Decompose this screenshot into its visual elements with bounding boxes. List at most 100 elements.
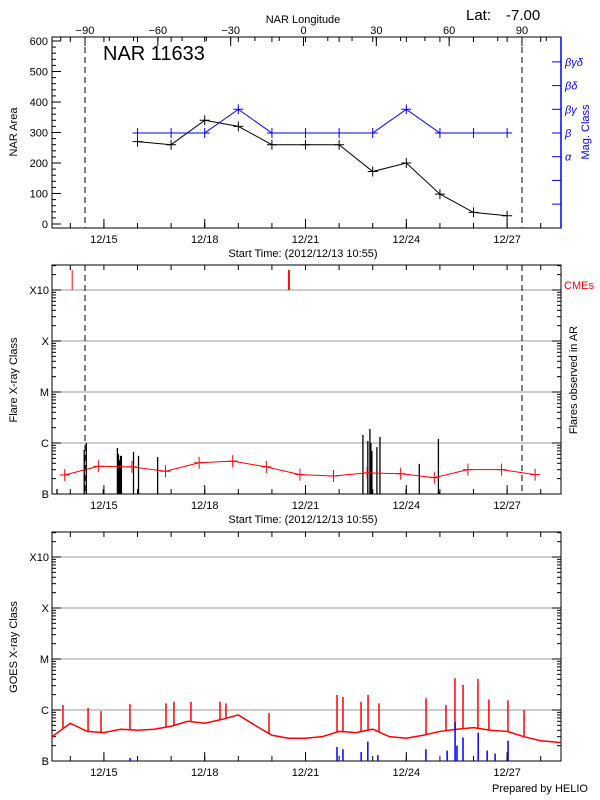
x-tick-label: 12/15 [90, 234, 118, 246]
y-axis-title-flare: Flare X-ray Class [8, 337, 20, 422]
flares-observed-point [496, 463, 507, 476]
mag-class-point [502, 128, 513, 138]
footer-credit: Prepared by HELIO [492, 783, 588, 795]
y-tick-label: X10 [29, 285, 49, 297]
mag-class-tick-label: α [565, 152, 572, 164]
x-tick-label: 12/27 [493, 500, 521, 512]
x-tick-label: 12/18 [191, 500, 219, 512]
flares-observed-point [462, 463, 473, 476]
flares-observed-point [126, 460, 137, 473]
y-tick-label: X [42, 336, 50, 348]
y-tick-label: B [42, 756, 49, 768]
flares-observed-point [328, 470, 339, 483]
panel-goes: B C M X X10 12/15 12/18 12/21 12/24 12/27 [29, 531, 562, 779]
area-point [233, 121, 244, 132]
longitude-tick-label: 60 [443, 25, 455, 37]
mag-class-point [166, 128, 177, 138]
lat-value: -7.00 [506, 7, 540, 24]
area-point [334, 139, 345, 150]
y-tick-label: 300 [30, 128, 48, 140]
area-point [166, 139, 177, 150]
y-axis-title-goes: GOES X-ray Class [8, 601, 20, 693]
x-axis-title-mid: Start Time: (2012/12/13 10:55) [228, 514, 377, 526]
area-point [132, 136, 143, 147]
longitude-tick-label: −90 [76, 25, 95, 37]
y-tick-label: 100 [30, 189, 48, 201]
longitude-tick-label: 90 [516, 25, 528, 37]
area-point [502, 210, 513, 221]
flares-observed-point [194, 456, 205, 469]
panel-nar-area: 12/15 12/18 12/21 12/24 12/27010020030040050… [30, 25, 584, 246]
y2-axis-title-flares: Flares observed in AR [568, 326, 580, 434]
y-tick-label: X10 [29, 552, 49, 564]
mag-class-point [367, 128, 378, 138]
panel-flares: B C M X X10 12/15 12/18 12/21 12/24 12/27 [29, 264, 562, 512]
x-tick-label: 12/27 [493, 767, 521, 779]
area-point [401, 158, 412, 168]
mag-class-point [199, 128, 210, 138]
mag-class-tick-label: βγ [564, 104, 578, 116]
y2-axis-title-mag-class: Mag. Class [580, 104, 592, 160]
area-point [266, 139, 277, 150]
goes-flux-line [51, 714, 561, 744]
y-tick-label: 200 [30, 158, 48, 170]
area-point [367, 166, 378, 177]
y-axis-title-area: NAR Area [8, 107, 20, 157]
flares-observed-point [429, 471, 440, 484]
mag-class-point [132, 128, 143, 138]
x-tick-label: 12/18 [191, 767, 219, 779]
x-tick-label: 12/24 [393, 234, 421, 246]
x-tick-label: 12/21 [292, 234, 320, 246]
x-axis-title-top: Start Time: (2012/12/13 10:55) [228, 248, 377, 260]
x-tick-label: 12/18 [191, 234, 219, 246]
flares-observed-point [227, 455, 238, 468]
area-point [199, 115, 210, 126]
mag-class-point [434, 128, 445, 138]
y-tick-label: C [41, 438, 49, 450]
mag-class-point [334, 128, 345, 138]
y-tick-label: X [42, 603, 50, 615]
x-tick-label: 12/27 [493, 234, 521, 246]
mag-class-point [401, 104, 412, 115]
flares-observed-point [261, 460, 272, 473]
y-tick-label: 400 [30, 97, 48, 109]
x-tick-label: 12/15 [90, 767, 118, 779]
mag-class-tick-label: βγδ [564, 57, 584, 69]
legend-cmes: CMEs [564, 280, 594, 292]
plot-frame [51, 531, 562, 762]
plot-frame [51, 264, 562, 495]
flares-observed-point [160, 465, 171, 478]
x-tick-label: 12/21 [292, 500, 320, 512]
y-tick-label: C [41, 705, 49, 717]
area-point [434, 189, 445, 200]
mag-class-tick-label: βδ [564, 81, 578, 93]
longitude-tick-label: 30 [370, 25, 382, 37]
flares-observed-point [294, 468, 305, 481]
flares-observed-point [93, 460, 104, 473]
longitude-tick-label: −60 [148, 25, 167, 37]
flares-observed-point [362, 466, 373, 479]
y-tick-label: M [40, 387, 49, 399]
area-point [468, 207, 479, 218]
area-series-line [137, 119, 508, 217]
longitude-tick-label: 0 [300, 25, 306, 37]
x-tick-label: 12/24 [393, 767, 421, 779]
mag-class-point [468, 128, 479, 138]
y-tick-label: 600 [30, 36, 48, 48]
top-axis-title: NAR Longitude [266, 14, 341, 26]
flares-observed-point [530, 468, 541, 481]
flares-observed-point [59, 468, 70, 481]
mag-class-point [266, 128, 277, 138]
y-tick-label: 500 [30, 67, 48, 79]
x-tick-label: 12/15 [90, 500, 118, 512]
mag-class-point [300, 128, 311, 138]
region-title: NAR 11633 [103, 43, 205, 65]
x-tick-label: 12/24 [393, 500, 421, 512]
flares-observed-point [395, 467, 406, 480]
longitude-tick-label: −30 [221, 25, 240, 37]
lat-label: Lat: [466, 7, 491, 24]
y-tick-label: 0 [42, 219, 48, 231]
mag-class-point [233, 104, 244, 115]
